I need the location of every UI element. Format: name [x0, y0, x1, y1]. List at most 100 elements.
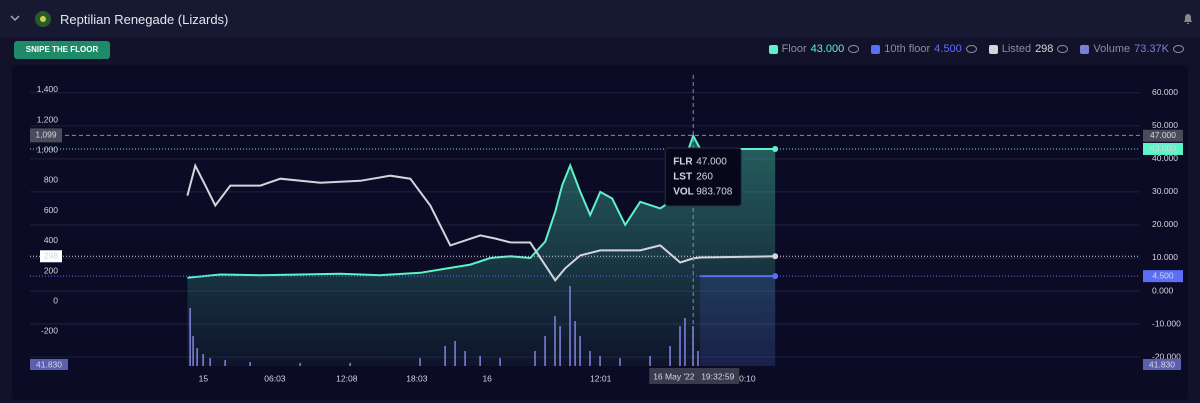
- eye-icon[interactable]: [848, 45, 860, 53]
- volume-bar: [544, 335, 546, 366]
- y-tick-label: -200: [41, 326, 58, 336]
- tooltip-value: 260: [696, 172, 713, 183]
- volume-bar: [534, 350, 536, 366]
- volume-bar: [464, 350, 466, 366]
- legend: Floor 43.000 10th floor 4.500 Listed 298 Volum…: [768, 43, 1184, 55]
- y-tick-label: 200: [44, 265, 58, 275]
- volume-bar: [579, 335, 581, 366]
- volume-bar: [209, 358, 211, 366]
- volume-bar: [559, 326, 561, 366]
- y-tick-label: 1,400: [37, 84, 59, 94]
- volume-bar: [189, 308, 191, 366]
- y2-tick-label: 20.000: [1152, 219, 1178, 229]
- legend-item[interactable]: Volume 73.37K: [1080, 43, 1184, 55]
- eye-icon[interactable]: [1057, 45, 1069, 53]
- volume-bar: [499, 358, 501, 366]
- legend-swatch: [871, 44, 881, 54]
- value-tag-label: 298: [44, 251, 58, 261]
- volume-bar: [554, 316, 556, 366]
- last-value-dot: [772, 273, 779, 280]
- series-line: [186, 162, 776, 282]
- value-tag-label: 43.000: [1150, 143, 1176, 153]
- y2-tick-label: 30.000: [1152, 186, 1178, 196]
- volume-bar: [349, 362, 351, 366]
- crosshair-tag: [30, 128, 62, 143]
- y-tick-label: 400: [44, 235, 58, 245]
- snipe-button[interactable]: SNIPE THE FLOOR: [14, 41, 110, 59]
- value-tag: [1143, 142, 1183, 155]
- volume-bar: [697, 350, 699, 366]
- tooltip-label: FLR: [673, 157, 693, 168]
- crosshair-time-box: [649, 368, 740, 384]
- volume-bar: [589, 350, 591, 366]
- crosshair-time: 19:32:59: [701, 371, 734, 381]
- last-value-dot: [772, 145, 779, 152]
- x-tick-label: 15: [199, 373, 209, 383]
- volume-bar: [679, 326, 681, 366]
- legend-name: Floor: [781, 43, 807, 55]
- tooltip-label: VOL: [673, 187, 694, 198]
- volume-bar: [454, 340, 456, 366]
- y2-tick-label: -10.000: [1152, 318, 1181, 328]
- volume-bar: [419, 358, 421, 366]
- bottom-tag: [1143, 359, 1181, 370]
- legend-item[interactable]: 10th floor 4.500: [871, 43, 977, 55]
- tooltip: [664, 147, 742, 207]
- y2-tick-label: 10.000: [1152, 252, 1178, 262]
- volume-bar: [669, 346, 671, 366]
- legend-swatch: [768, 44, 778, 54]
- crosshair-date: 16 May '22: [653, 371, 695, 381]
- volume-bar: [619, 358, 621, 366]
- y-tick-label: 1,200: [37, 114, 59, 124]
- volume-bar: [249, 361, 251, 366]
- tooltip-label: LST: [673, 172, 692, 183]
- x-tick-label: 16: [482, 373, 492, 383]
- volume-bar: [202, 353, 204, 366]
- eye-icon[interactable]: [965, 45, 977, 53]
- volume-bar: [599, 355, 601, 366]
- y-tick-label: 600: [44, 205, 58, 215]
- bottom-tag-label: 41.830: [1149, 359, 1175, 369]
- y-tick-label: 800: [44, 175, 58, 185]
- y2-tick-label: 50.000: [1152, 120, 1178, 130]
- legend-item[interactable]: Listed 298: [988, 43, 1069, 55]
- volume-bar: [224, 359, 226, 366]
- volume-bar: [196, 347, 198, 366]
- volume-bar: [569, 285, 571, 366]
- x-tick-label: 0:10: [739, 373, 756, 383]
- legend-swatch: [988, 44, 998, 54]
- y2-tick-label: 60.000: [1152, 87, 1178, 97]
- y-tick-label: 1,000: [37, 145, 59, 155]
- value-tag-label: 4.500: [1152, 270, 1174, 280]
- value-tag: [1143, 270, 1183, 283]
- collection-title: Reptilian Renegade (Lizards): [60, 12, 229, 27]
- legend-item[interactable]: Floor 43.000: [768, 43, 860, 55]
- legend-name: 10th floor: [884, 43, 931, 55]
- legend-value: 298: [1035, 43, 1054, 55]
- x-tick-label: 12:08: [336, 373, 358, 383]
- header-icons: [10, 11, 51, 27]
- crosshair-y-label: 1,099: [35, 130, 57, 140]
- x-tick-label: 18:03: [406, 373, 428, 383]
- x-tick-label: 12:01: [590, 373, 612, 383]
- volume-bar: [192, 335, 194, 366]
- y2-tick-label: 40.000: [1152, 153, 1178, 163]
- legend-value: 43.000: [810, 43, 845, 55]
- volume-bar: [479, 355, 481, 366]
- crosshair-tag: [1143, 129, 1183, 142]
- tooltip-value: 983.708: [696, 187, 733, 198]
- volume-bar: [444, 346, 446, 366]
- last-value-dot: [772, 253, 779, 260]
- volume-bar: [684, 317, 686, 366]
- tenth-area: [700, 276, 776, 366]
- x-tick-label: 06:03: [264, 373, 286, 383]
- bell-icon[interactable]: [1181, 12, 1195, 26]
- eye-icon[interactable]: [1173, 45, 1184, 53]
- legend-value: 73.37K: [1134, 43, 1169, 55]
- legend-value: 4.500: [934, 43, 962, 55]
- y2-tick-label: -20.000: [1152, 351, 1181, 361]
- volume-bar: [574, 320, 576, 366]
- crosshair-y2-label: 47.000: [1150, 130, 1176, 140]
